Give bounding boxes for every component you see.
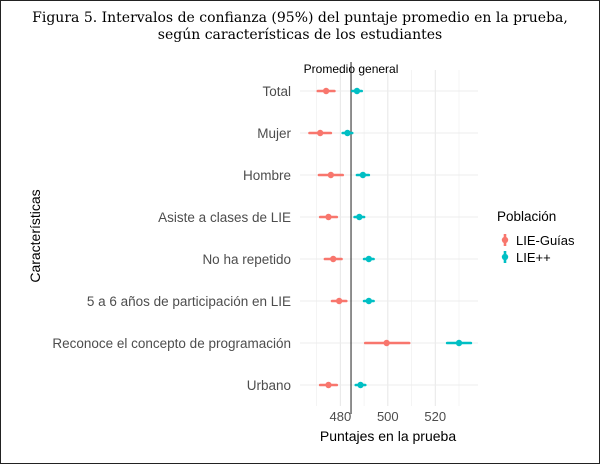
point-lie-gu-as <box>322 87 330 95</box>
point-lie-gu-as <box>327 171 335 179</box>
legend-title: Población <box>497 209 556 224</box>
x-axis-label: Puntajes en la prueba <box>320 428 456 444</box>
x-tick-label: 480 <box>329 409 351 424</box>
point-lie- <box>344 129 351 137</box>
point-lie-gu-as <box>383 339 390 347</box>
x-tick-label: 500 <box>377 409 399 424</box>
category-label: Asiste a clases de LIE <box>158 210 291 225</box>
figure-title: Figura 5. Intervalos de confianza (95%) … <box>0 10 600 44</box>
chart-marks <box>308 87 473 389</box>
legend-key-point-lie- <box>501 253 509 261</box>
reference-line-label: Promedio general <box>304 62 399 76</box>
category-label: Total <box>262 84 291 99</box>
figure-title-line2: según características de los estudiantes <box>157 27 443 43</box>
category-labels: Total Mujer Hombre Asiste a clases de LIE No… <box>52 84 291 393</box>
grid <box>300 70 478 406</box>
legend: Población LIE-Guías LIE++ <box>497 209 575 265</box>
point-lie-gu-as <box>335 297 343 305</box>
point-lie-gu-as <box>316 129 324 137</box>
legend-label-lie-gu-as: LIE-Guías <box>516 233 575 248</box>
category-label: No ha repetido <box>202 252 291 267</box>
x-tick-label: 520 <box>424 409 446 424</box>
point-lie-gu-as <box>330 255 337 263</box>
category-label: Hombre <box>243 168 291 183</box>
x-axis-ticks: 480 500 520 <box>329 409 446 424</box>
legend-label-lie-: LIE++ <box>516 250 551 265</box>
legend-key-point-lie-gu-as <box>501 236 509 244</box>
point-lie- <box>357 381 364 389</box>
point-lie- <box>455 339 463 347</box>
category-label: Mujer <box>257 126 291 141</box>
point-lie- <box>359 171 367 179</box>
point-lie-gu-as <box>325 381 332 389</box>
figure-title-line1: Figura 5. Intervalos de confianza (95%) … <box>32 10 568 26</box>
category-label: Reconoce el concepto de programación <box>52 336 291 351</box>
point-lie-gu-as <box>325 213 332 221</box>
reference-line-group: Promedio general <box>304 62 399 414</box>
category-label: Urbano <box>247 378 291 393</box>
point-lie- <box>353 87 361 95</box>
point-lie- <box>356 213 363 221</box>
point-lie- <box>365 297 373 305</box>
category-label: 5 a 6 años de participación en LIE <box>87 294 291 309</box>
point-lie- <box>365 255 373 263</box>
y-axis-label: Características <box>27 189 43 282</box>
